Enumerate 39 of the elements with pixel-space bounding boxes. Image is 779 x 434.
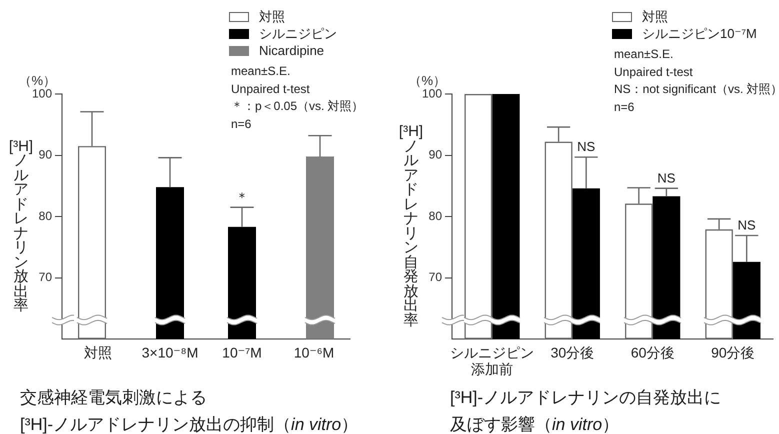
text: [³H]ノルアドレナリン放出率 bbox=[8, 138, 34, 314]
legend-label: シルニジピン10⁻⁷M bbox=[642, 24, 757, 42]
text: Unpaired t-test bbox=[614, 64, 694, 80]
annotation: NS bbox=[738, 218, 756, 233]
annotation: n=6 bbox=[614, 98, 636, 116]
x-tick-label: 10⁻⁶M bbox=[294, 344, 334, 360]
annotation: ＊ bbox=[236, 189, 248, 204]
legend-label: シルニジピン bbox=[259, 24, 337, 42]
y-tick-label: 100 bbox=[422, 86, 442, 100]
legend-label: 対照 bbox=[259, 8, 285, 26]
text: （%） bbox=[408, 72, 446, 89]
x-tick-label: 10⁻⁷M bbox=[222, 344, 262, 360]
legend-label: Nicardipine bbox=[259, 43, 324, 58]
y-tick-label: 100 bbox=[32, 86, 52, 100]
y-tick-label: 80 bbox=[428, 208, 442, 223]
text: （%） bbox=[18, 72, 56, 89]
x-tick-label: 3×10⁻⁸M bbox=[142, 344, 198, 360]
annotation: Unpaired t-test bbox=[231, 80, 311, 98]
annotation: n=6 bbox=[231, 116, 252, 132]
text: mean±S.E. bbox=[231, 63, 292, 80]
text: [³H]ノルアドレナリン自発放出率 bbox=[398, 123, 424, 328]
annotation: NS bbox=[657, 170, 676, 186]
x-tick-label: シルニジピン添加前 bbox=[450, 344, 534, 378]
x-tick-label: 30分後 bbox=[550, 344, 594, 360]
annotation: ＊：p＜0.05（vs. 対照） bbox=[231, 98, 364, 115]
annotation: NS：not significant（vs. 対照） bbox=[614, 81, 779, 98]
y-tick-label: 90 bbox=[428, 148, 442, 162]
x-tick-label: 60分後 bbox=[630, 344, 674, 360]
annotation: NS bbox=[577, 139, 596, 154]
x-tick-label: 対照 bbox=[84, 344, 112, 360]
legend-label: 対照 bbox=[642, 8, 668, 26]
text: 交感神経電気刺激による [³H]-ノルアドレナリン放出の抑制（in vitro） bbox=[20, 388, 358, 434]
text: [³H]-ノルアドレナリンの自発放出に及ぼす影響（in vitro） bbox=[450, 388, 722, 434]
y-tick-label: 80 bbox=[38, 208, 52, 223]
text: mean±S.E. bbox=[614, 46, 674, 63]
y-tick-label: 70 bbox=[38, 270, 52, 284]
x-tick-label: 90分後 bbox=[711, 344, 755, 360]
y-tick-label: 70 bbox=[428, 270, 442, 284]
y-tick-label: 90 bbox=[38, 148, 52, 162]
